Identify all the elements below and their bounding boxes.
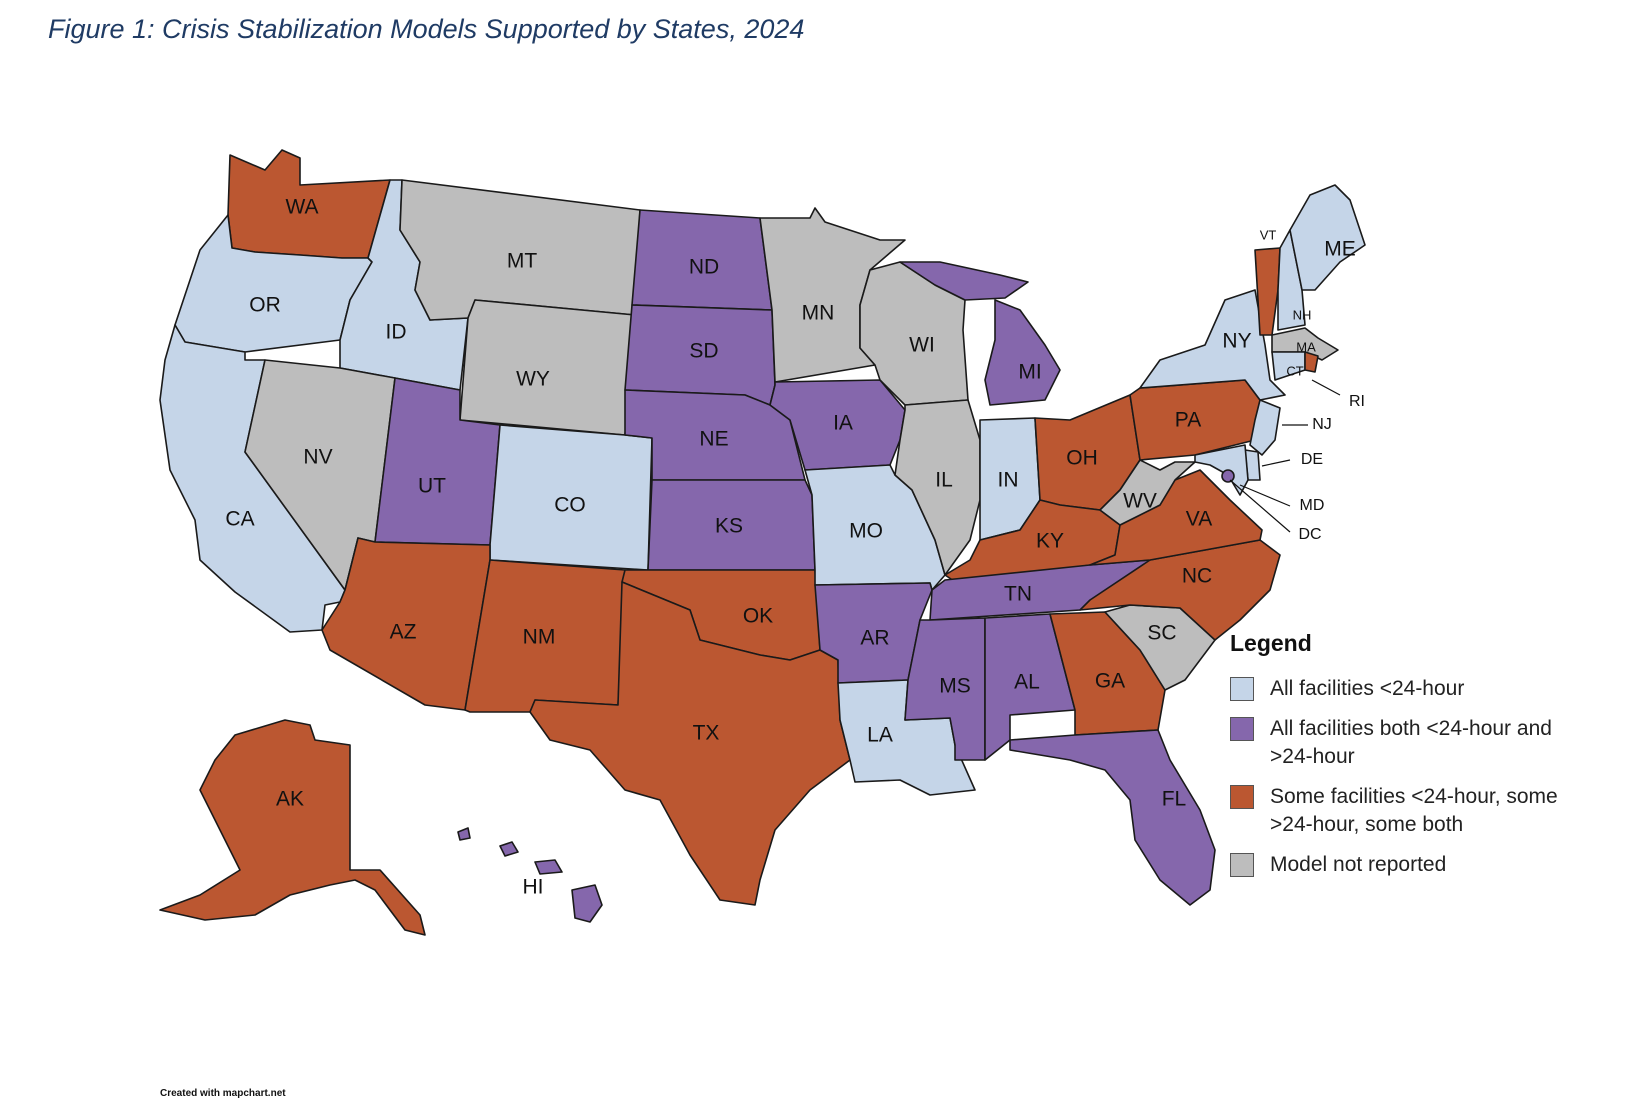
label-IA: IA	[833, 412, 853, 435]
label-WV: WV	[1123, 490, 1157, 513]
label-AK: AK	[276, 788, 304, 811]
label-IL: IL	[935, 469, 953, 492]
legend-swatch-none	[1230, 853, 1254, 877]
label-MN: MN	[802, 302, 835, 325]
legend-swatch-both	[1230, 717, 1254, 741]
state-RI[interactable]	[1304, 351, 1319, 373]
state-MI[interactable]	[899, 261, 1061, 406]
label-TX: TX	[693, 722, 720, 745]
label-ID: ID	[386, 321, 407, 344]
label-MO: MO	[849, 520, 883, 543]
legend-title: Legend	[1230, 630, 1312, 656]
label-MA: MA	[1296, 339, 1316, 354]
label-PA: PA	[1175, 409, 1201, 432]
legend-item-none: Model not reported	[1230, 851, 1630, 879]
label-OR: OR	[249, 294, 281, 317]
state-WV[interactable]	[1099, 459, 1196, 526]
label-NJ: NJ	[1312, 416, 1332, 433]
state-IL[interactable]	[894, 399, 981, 576]
label-WY: WY	[516, 368, 550, 391]
state-CA[interactable]	[159, 324, 346, 633]
label-MT: MT	[507, 250, 537, 273]
leader-lines	[1229, 379, 1341, 533]
label-NM: NM	[523, 626, 556, 649]
label-IN: IN	[998, 469, 1019, 492]
state-MO[interactable]	[804, 464, 946, 591]
label-VT: VT	[1260, 227, 1277, 242]
figure-title: Figure 1: Crisis Stabilization Models Su…	[48, 14, 805, 44]
label-AZ: AZ	[390, 621, 417, 644]
state-AK[interactable]	[159, 719, 426, 936]
label-AL: AL	[1014, 671, 1040, 694]
label-OH: OH	[1066, 447, 1098, 470]
label-ME: ME	[1324, 238, 1356, 261]
label-MD: MD	[1300, 497, 1325, 514]
legend-item-some: Some facilities <24-hour, some >24-hour,…	[1230, 783, 1630, 839]
label-NY: NY	[1222, 330, 1251, 353]
state-ME[interactable]	[1289, 184, 1366, 291]
label-CA: CA	[225, 508, 254, 531]
label-WA: WA	[285, 196, 318, 219]
legend-label-some: Some facilities <24-hour, some >24-hour,…	[1270, 785, 1558, 836]
label-HI: HI	[523, 876, 544, 899]
label-SD: SD	[689, 340, 718, 363]
state-HI[interactable]	[457, 827, 603, 923]
label-CT: CT	[1286, 363, 1303, 378]
legend-label-none: Model not reported	[1270, 853, 1447, 876]
label-CO: CO	[554, 494, 586, 517]
label-VA: VA	[1186, 508, 1212, 531]
state-AZ[interactable]	[321, 537, 491, 711]
label-KS: KS	[715, 515, 743, 538]
legend-label-lt24: All facilities <24-hour	[1270, 677, 1465, 700]
label-OK: OK	[743, 605, 773, 628]
credit-text: Created with mapchart.net	[160, 1088, 286, 1099]
legend-swatch-lt24	[1230, 677, 1254, 701]
label-DC: DC	[1298, 526, 1321, 543]
state-FL[interactable]	[1009, 729, 1216, 906]
state-WY[interactable]	[459, 299, 636, 436]
legend-item-both: All facilities both <24-hour and >24-hou…	[1230, 715, 1630, 771]
label-MI: MI	[1018, 361, 1041, 384]
state-DC[interactable]	[1221, 469, 1235, 483]
state-MD[interactable]	[1194, 444, 1249, 496]
label-GA: GA	[1095, 670, 1125, 693]
label-SC: SC	[1147, 622, 1176, 645]
label-RI: RI	[1349, 393, 1365, 410]
state-TX[interactable]	[529, 581, 851, 906]
state-VT[interactable]	[1254, 247, 1281, 336]
label-TN: TN	[1004, 583, 1032, 606]
label-NH: NH	[1293, 307, 1312, 322]
legend-label-both: All facilities both <24-hour and >24-hou…	[1270, 717, 1552, 768]
label-NE: NE	[699, 428, 728, 451]
label-UT: UT	[418, 475, 446, 498]
legend-item-lt24: All facilities <24-hour	[1230, 675, 1630, 703]
label-DE: DE	[1301, 451, 1323, 468]
label-ND: ND	[689, 256, 719, 279]
label-MS: MS	[939, 675, 971, 698]
state-NY[interactable]	[1139, 289, 1286, 401]
label-NV: NV	[303, 446, 332, 469]
state-NJ[interactable]	[1249, 399, 1281, 456]
label-WI: WI	[909, 334, 935, 357]
label-AR: AR	[860, 627, 889, 650]
legend: Legend All facilities <24-hour All facil…	[1230, 630, 1630, 891]
label-FL: FL	[1162, 788, 1187, 811]
label-KY: KY	[1036, 530, 1064, 553]
label-LA: LA	[867, 724, 893, 747]
legend-swatch-some	[1230, 785, 1254, 809]
label-NC: NC	[1182, 565, 1212, 588]
